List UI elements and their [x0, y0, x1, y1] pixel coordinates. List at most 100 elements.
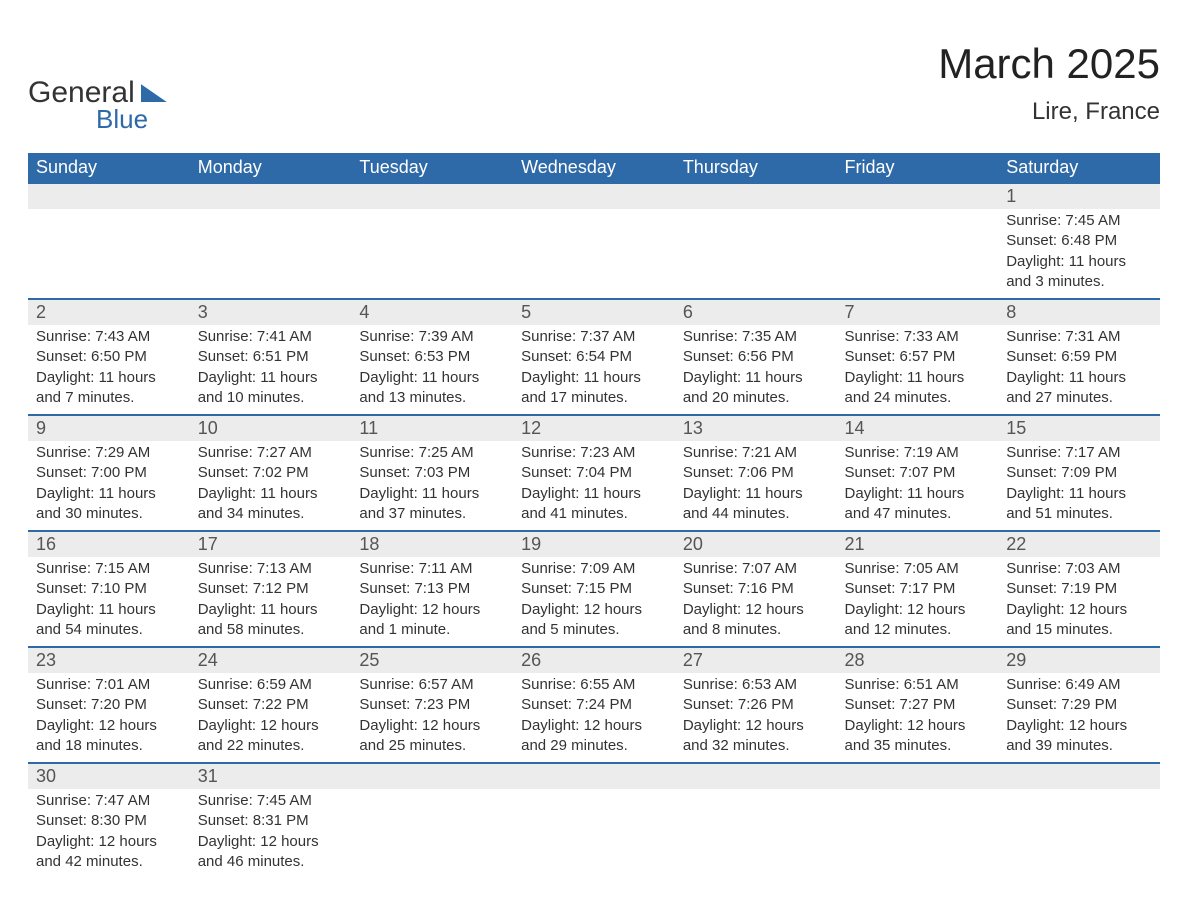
day-line: Daylight: 12 hours — [36, 716, 182, 736]
day-cell: Sunrise: 7:03 AMSunset: 7:19 PMDaylight:… — [998, 557, 1160, 647]
day-header: Saturday — [998, 153, 1160, 183]
day-number: 12 — [513, 416, 675, 441]
day-number: 9 — [28, 416, 190, 441]
day-line: and 20 minutes. — [683, 388, 829, 408]
day-line: Sunrise: 7:43 AM — [36, 327, 182, 347]
day-number-cell: 19 — [513, 531, 675, 557]
day-line: and 25 minutes. — [359, 736, 505, 756]
day-data: Sunrise: 6:53 AMSunset: 7:26 PMDaylight:… — [675, 673, 837, 762]
day-line: Sunset: 7:12 PM — [198, 579, 344, 599]
day-data: Sunrise: 6:49 AMSunset: 7:29 PMDaylight:… — [998, 673, 1160, 762]
day-line: Daylight: 12 hours — [845, 716, 991, 736]
day-cell: Sunrise: 7:21 AMSunset: 7:06 PMDaylight:… — [675, 441, 837, 531]
day-data — [513, 789, 675, 873]
day-line: Sunrise: 6:55 AM — [521, 675, 667, 695]
day-number — [837, 184, 999, 208]
day-cell: Sunrise: 7:31 AMSunset: 6:59 PMDaylight:… — [998, 325, 1160, 415]
day-line: Sunset: 7:04 PM — [521, 463, 667, 483]
day-number-cell: 17 — [190, 531, 352, 557]
title-block: March 2025 Lire, France — [938, 40, 1160, 126]
day-header: Friday — [837, 153, 999, 183]
day-line: Daylight: 11 hours — [198, 600, 344, 620]
day-line: and 47 minutes. — [845, 504, 991, 524]
day-number-cell: 24 — [190, 647, 352, 673]
day-line: Sunset: 7:20 PM — [36, 695, 182, 715]
day-line: Daylight: 12 hours — [359, 600, 505, 620]
day-number-cell: 27 — [675, 647, 837, 673]
day-number: 22 — [998, 532, 1160, 557]
day-number: 30 — [28, 764, 190, 789]
day-line: and 15 minutes. — [1006, 620, 1152, 640]
day-line: Daylight: 12 hours — [359, 716, 505, 736]
day-line: Sunrise: 7:47 AM — [36, 791, 182, 811]
day-line: Sunrise: 7:35 AM — [683, 327, 829, 347]
day-line: Daylight: 11 hours — [1006, 484, 1152, 504]
day-line: Sunset: 7:16 PM — [683, 579, 829, 599]
day-line: Sunrise: 6:59 AM — [198, 675, 344, 695]
day-line: Sunrise: 7:17 AM — [1006, 443, 1152, 463]
day-number-cell — [351, 183, 513, 209]
week-daynum-row: 9101112131415 — [28, 415, 1160, 441]
day-number: 16 — [28, 532, 190, 557]
day-number: 23 — [28, 648, 190, 673]
day-line: Sunset: 8:30 PM — [36, 811, 182, 831]
week-daynum-row: 1 — [28, 183, 1160, 209]
day-line: Daylight: 11 hours — [845, 484, 991, 504]
day-line: Daylight: 11 hours — [683, 368, 829, 388]
day-number: 14 — [837, 416, 999, 441]
day-line: and 32 minutes. — [683, 736, 829, 756]
day-number-cell: 31 — [190, 763, 352, 789]
day-data: Sunrise: 7:07 AMSunset: 7:16 PMDaylight:… — [675, 557, 837, 646]
day-number: 19 — [513, 532, 675, 557]
day-cell: Sunrise: 7:13 AMSunset: 7:12 PMDaylight:… — [190, 557, 352, 647]
day-cell — [513, 789, 675, 878]
day-cell: Sunrise: 6:57 AMSunset: 7:23 PMDaylight:… — [351, 673, 513, 763]
day-number-cell: 26 — [513, 647, 675, 673]
day-line: and 3 minutes. — [1006, 272, 1152, 292]
day-line: Sunrise: 7:05 AM — [845, 559, 991, 579]
week-data-row: Sunrise: 7:15 AMSunset: 7:10 PMDaylight:… — [28, 557, 1160, 647]
day-number-cell — [190, 183, 352, 209]
day-line: Sunrise: 6:53 AM — [683, 675, 829, 695]
day-line: Sunrise: 7:33 AM — [845, 327, 991, 347]
day-number-cell: 8 — [998, 299, 1160, 325]
day-cell: Sunrise: 7:17 AMSunset: 7:09 PMDaylight:… — [998, 441, 1160, 531]
day-cell: Sunrise: 7:35 AMSunset: 6:56 PMDaylight:… — [675, 325, 837, 415]
week-daynum-row: 3031 — [28, 763, 1160, 789]
day-line: and 37 minutes. — [359, 504, 505, 524]
day-number-cell: 16 — [28, 531, 190, 557]
day-line: Sunrise: 7:03 AM — [1006, 559, 1152, 579]
day-number-cell — [998, 763, 1160, 789]
day-number-cell — [837, 183, 999, 209]
day-cell: Sunrise: 7:45 AMSunset: 6:48 PMDaylight:… — [998, 209, 1160, 299]
day-line: Daylight: 11 hours — [521, 484, 667, 504]
day-cell: Sunrise: 7:45 AMSunset: 8:31 PMDaylight:… — [190, 789, 352, 878]
day-line: and 42 minutes. — [36, 852, 182, 872]
day-cell: Sunrise: 7:15 AMSunset: 7:10 PMDaylight:… — [28, 557, 190, 647]
day-line: Sunset: 7:00 PM — [36, 463, 182, 483]
week-daynum-row: 23242526272829 — [28, 647, 1160, 673]
day-line: Daylight: 11 hours — [521, 368, 667, 388]
day-number-cell: 25 — [351, 647, 513, 673]
day-number-cell: 4 — [351, 299, 513, 325]
week-daynum-row: 2345678 — [28, 299, 1160, 325]
day-line: and 46 minutes. — [198, 852, 344, 872]
day-line: and 35 minutes. — [845, 736, 991, 756]
day-line: and 17 minutes. — [521, 388, 667, 408]
day-data: Sunrise: 7:19 AMSunset: 7:07 PMDaylight:… — [837, 441, 999, 530]
day-line: Daylight: 11 hours — [845, 368, 991, 388]
day-line: Sunset: 7:03 PM — [359, 463, 505, 483]
day-cell — [351, 789, 513, 878]
day-number-cell: 18 — [351, 531, 513, 557]
day-cell — [675, 789, 837, 878]
day-line: and 18 minutes. — [36, 736, 182, 756]
day-cell: Sunrise: 7:01 AMSunset: 7:20 PMDaylight:… — [28, 673, 190, 763]
day-line: and 27 minutes. — [1006, 388, 1152, 408]
day-number-cell: 22 — [998, 531, 1160, 557]
day-line: and 51 minutes. — [1006, 504, 1152, 524]
day-line: and 30 minutes. — [36, 504, 182, 524]
day-line: Sunset: 7:19 PM — [1006, 579, 1152, 599]
day-line: and 24 minutes. — [845, 388, 991, 408]
topbar: General Blue March 2025 Lire, France — [28, 40, 1160, 135]
day-line: Sunrise: 7:13 AM — [198, 559, 344, 579]
